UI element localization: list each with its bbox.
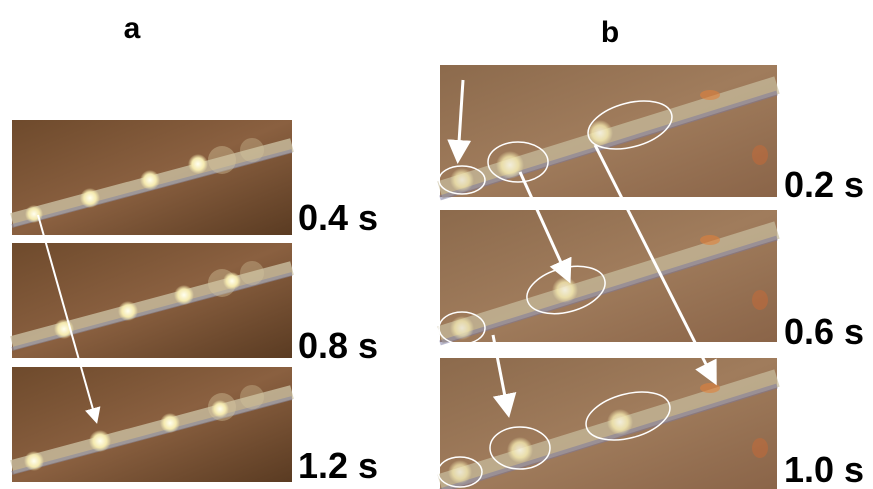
frame	[439, 210, 777, 344]
time-label: 0.4 s	[298, 197, 378, 238]
frame	[12, 120, 292, 235]
time-label: 1.0 s	[784, 449, 864, 489]
time-label: 0.6 s	[784, 311, 864, 352]
panel-a: a 0.4 s 0.8 s 1.2 s	[12, 12, 378, 486]
time-label: 1.2 s	[298, 445, 378, 486]
figure: a 0.4 s 0.8 s 1.2 s b	[0, 0, 873, 489]
frame	[439, 65, 777, 198]
panel-b: b 0.2 s 0.6 s 1.0 s	[438, 16, 864, 489]
frame	[12, 367, 292, 482]
panel-label: b	[601, 16, 619, 49]
frame	[438, 358, 777, 489]
frame	[12, 243, 292, 358]
time-label: 0.2 s	[784, 164, 864, 205]
time-label: 0.8 s	[298, 325, 378, 366]
panel-label: a	[124, 12, 141, 45]
